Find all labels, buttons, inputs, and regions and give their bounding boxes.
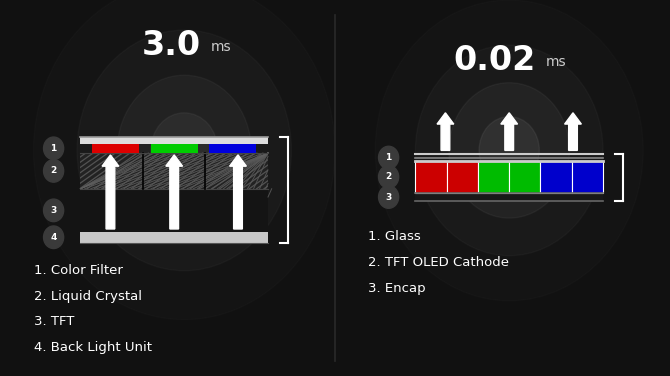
Circle shape: [151, 113, 218, 188]
Bar: [509, 161, 541, 193]
Text: 2: 2: [50, 167, 57, 175]
Text: 3.0: 3.0: [142, 29, 201, 62]
Text: 3: 3: [50, 206, 57, 215]
Circle shape: [117, 75, 251, 226]
Circle shape: [479, 117, 539, 184]
Circle shape: [44, 159, 64, 182]
Bar: [80, 232, 268, 243]
Text: 1: 1: [50, 144, 57, 153]
Bar: [92, 144, 139, 153]
Circle shape: [379, 146, 399, 169]
Circle shape: [44, 137, 64, 160]
FancyArrow shape: [166, 155, 182, 229]
Text: 3: 3: [385, 193, 392, 202]
Text: 1. Color Filter: 1. Color Filter: [34, 264, 123, 277]
FancyArrow shape: [500, 113, 518, 150]
Text: 2: 2: [385, 173, 392, 181]
Bar: [478, 161, 509, 193]
Text: 2. Liquid Crystal: 2. Liquid Crystal: [34, 290, 141, 303]
Circle shape: [379, 165, 399, 188]
Circle shape: [415, 45, 603, 256]
Bar: [447, 161, 478, 193]
Text: 2. TFT OLED Cathode: 2. TFT OLED Cathode: [369, 256, 509, 269]
Bar: [80, 189, 268, 232]
Circle shape: [379, 186, 399, 208]
Circle shape: [77, 30, 291, 271]
FancyArrow shape: [565, 113, 582, 150]
Text: 3. TFT: 3. TFT: [34, 315, 74, 328]
FancyArrow shape: [102, 155, 119, 229]
Text: 0.02: 0.02: [454, 44, 536, 77]
Bar: [415, 161, 447, 193]
Bar: [572, 161, 603, 193]
Bar: [415, 193, 603, 201]
Bar: [541, 161, 572, 193]
Circle shape: [44, 199, 64, 221]
Bar: [151, 144, 198, 153]
Text: 4: 4: [50, 233, 57, 242]
Bar: [80, 153, 268, 189]
Text: ms: ms: [546, 55, 567, 69]
FancyArrow shape: [230, 155, 247, 229]
Text: 1: 1: [385, 153, 392, 162]
Circle shape: [449, 83, 570, 218]
Text: ms: ms: [211, 40, 232, 54]
Text: 1. Glass: 1. Glass: [369, 230, 421, 243]
Text: 4. Back Light Unit: 4. Back Light Unit: [34, 341, 151, 354]
Bar: [209, 144, 256, 153]
Circle shape: [44, 226, 64, 249]
Text: 3. Encap: 3. Encap: [369, 282, 426, 294]
Bar: [80, 137, 268, 144]
FancyArrow shape: [437, 113, 454, 150]
